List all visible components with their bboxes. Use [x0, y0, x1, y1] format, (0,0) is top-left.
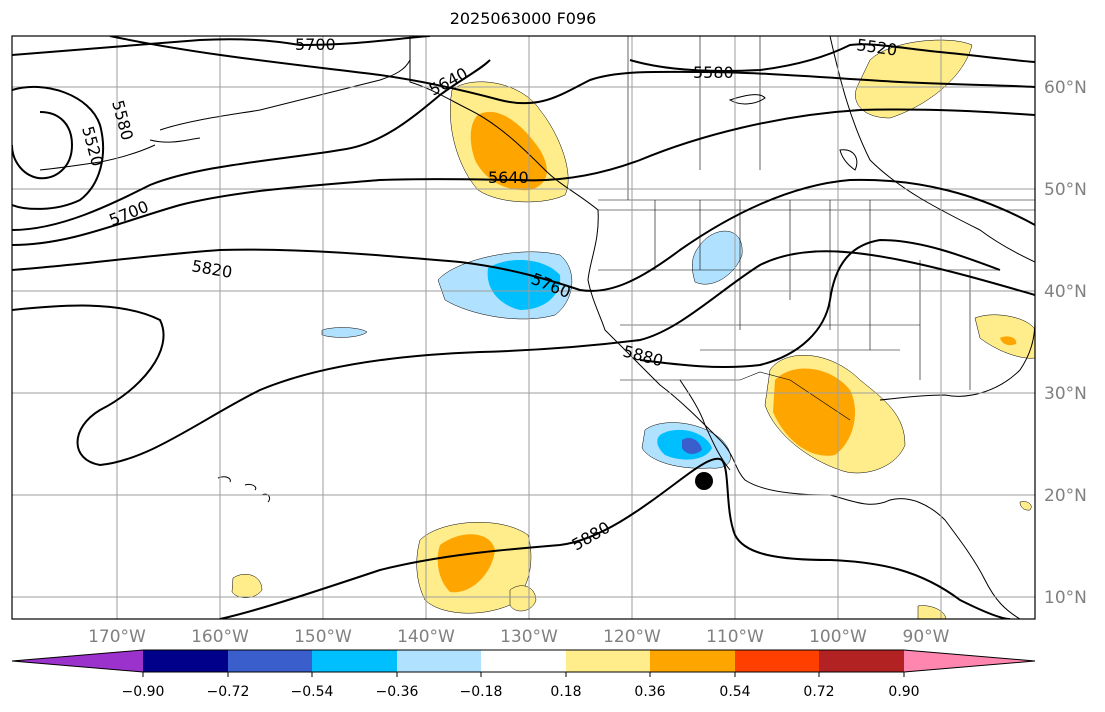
colorbar-extend-left — [12, 650, 143, 672]
colorbar-tick-label: 0.90 — [888, 684, 919, 700]
colorbar-tick-label: −0.90 — [122, 684, 165, 700]
colorbar-segment — [650, 650, 735, 672]
lat-label: 60°N — [1044, 78, 1087, 98]
lon-label: 100°W — [809, 627, 867, 647]
colorbar-ticks — [142, 672, 905, 677]
colorbar-extend-right — [904, 650, 1035, 672]
colorbar-tick-label: −0.72 — [207, 684, 250, 700]
lon-label: 110°W — [706, 627, 764, 647]
contour-5760 — [12, 178, 1035, 292]
contour-5580-west — [12, 85, 104, 210]
colorbar-segment — [819, 650, 904, 672]
lat-label: 10°N — [1044, 588, 1087, 608]
political-borders — [598, 36, 1035, 421]
lon-label: 90°W — [903, 627, 950, 647]
colorbar-segment — [735, 650, 819, 672]
contour-label: 5640 — [488, 168, 529, 187]
colorbar-tick-label: 0.54 — [719, 684, 750, 700]
negative-anomaly-pacific-core — [487, 259, 561, 310]
lat-label: 30°N — [1044, 384, 1087, 404]
colorbar-segment — [397, 650, 481, 672]
positive-anomaly-small-4 — [1019, 501, 1032, 511]
lon-label: 160°W — [191, 627, 249, 647]
lon-label: 140°W — [397, 627, 455, 647]
contour-label: 5580 — [693, 63, 734, 82]
map-title: 2025063000 F096 — [449, 9, 597, 28]
lon-label: 120°W — [603, 627, 661, 647]
positive-anomaly-east-core — [1000, 336, 1017, 346]
colorbar-segment — [228, 650, 312, 672]
lon-label: 150°W — [294, 627, 352, 647]
positive-anomaly-small-1 — [231, 574, 263, 598]
colorbar-tick-label: 0.18 — [550, 684, 581, 700]
positive-anomaly-south-core — [437, 534, 495, 593]
contour-5520-closed — [12, 111, 74, 180]
latitude-labels: 60°N 50°N 40°N 30°N 20°N 10°N — [1044, 78, 1087, 608]
negative-anomaly-greatbasin — [692, 230, 743, 285]
colorbar-segment — [312, 650, 397, 672]
colorbar-tick-label: 0.36 — [634, 684, 665, 700]
anomaly-shading — [231, 39, 1035, 619]
lat-label: 50°N — [1044, 180, 1087, 200]
colorbar-tick-label: −0.18 — [460, 684, 503, 700]
negative-anomaly-baja-dark — [682, 438, 702, 454]
positive-anomaly-bc-core — [470, 111, 547, 191]
contour-5580-north — [109, 36, 1035, 105]
contour-label: 5700 — [295, 35, 336, 54]
colorbar-segment — [481, 650, 566, 672]
colorbar: −0.90 −0.72 −0.54 −0.36 −0.18 0.18 0.36 … — [11, 649, 1036, 700]
contour-5640-west — [12, 59, 491, 231]
colorbar-tick-label: 0.72 — [803, 684, 834, 700]
colorbar-segment — [566, 650, 650, 672]
colorbar-tick-label: −0.36 — [376, 684, 419, 700]
colorbar-segment — [143, 650, 228, 672]
lat-label: 40°N — [1044, 282, 1087, 302]
positive-anomaly-small-2 — [509, 585, 537, 612]
negative-anomaly-small — [321, 327, 368, 338]
contour-5700-west — [12, 108, 1035, 246]
storm-center-marker — [695, 472, 713, 490]
lat-label: 20°N — [1044, 486, 1087, 506]
contour-5820 — [12, 250, 1035, 467]
coastlines — [39, 36, 1035, 619]
contour-5520-north — [629, 43, 1035, 72]
lon-label: 170°W — [88, 627, 146, 647]
contour-5700-north — [12, 36, 431, 56]
contour-5880-north — [639, 238, 1001, 369]
positive-anomaly-mexico-core — [773, 368, 855, 456]
longitude-labels: 170°W 160°W 150°W 140°W 130°W 120°W 110°… — [88, 627, 950, 647]
contour-5880 — [219, 457, 1011, 619]
positive-anomaly-small-3 — [917, 605, 947, 619]
height-contours — [12, 36, 1035, 619]
colorbar-tick-label: −0.54 — [291, 684, 334, 700]
lon-label: 130°W — [500, 627, 558, 647]
map-frame — [11, 35, 1036, 620]
gridlines — [12, 36, 1035, 619]
